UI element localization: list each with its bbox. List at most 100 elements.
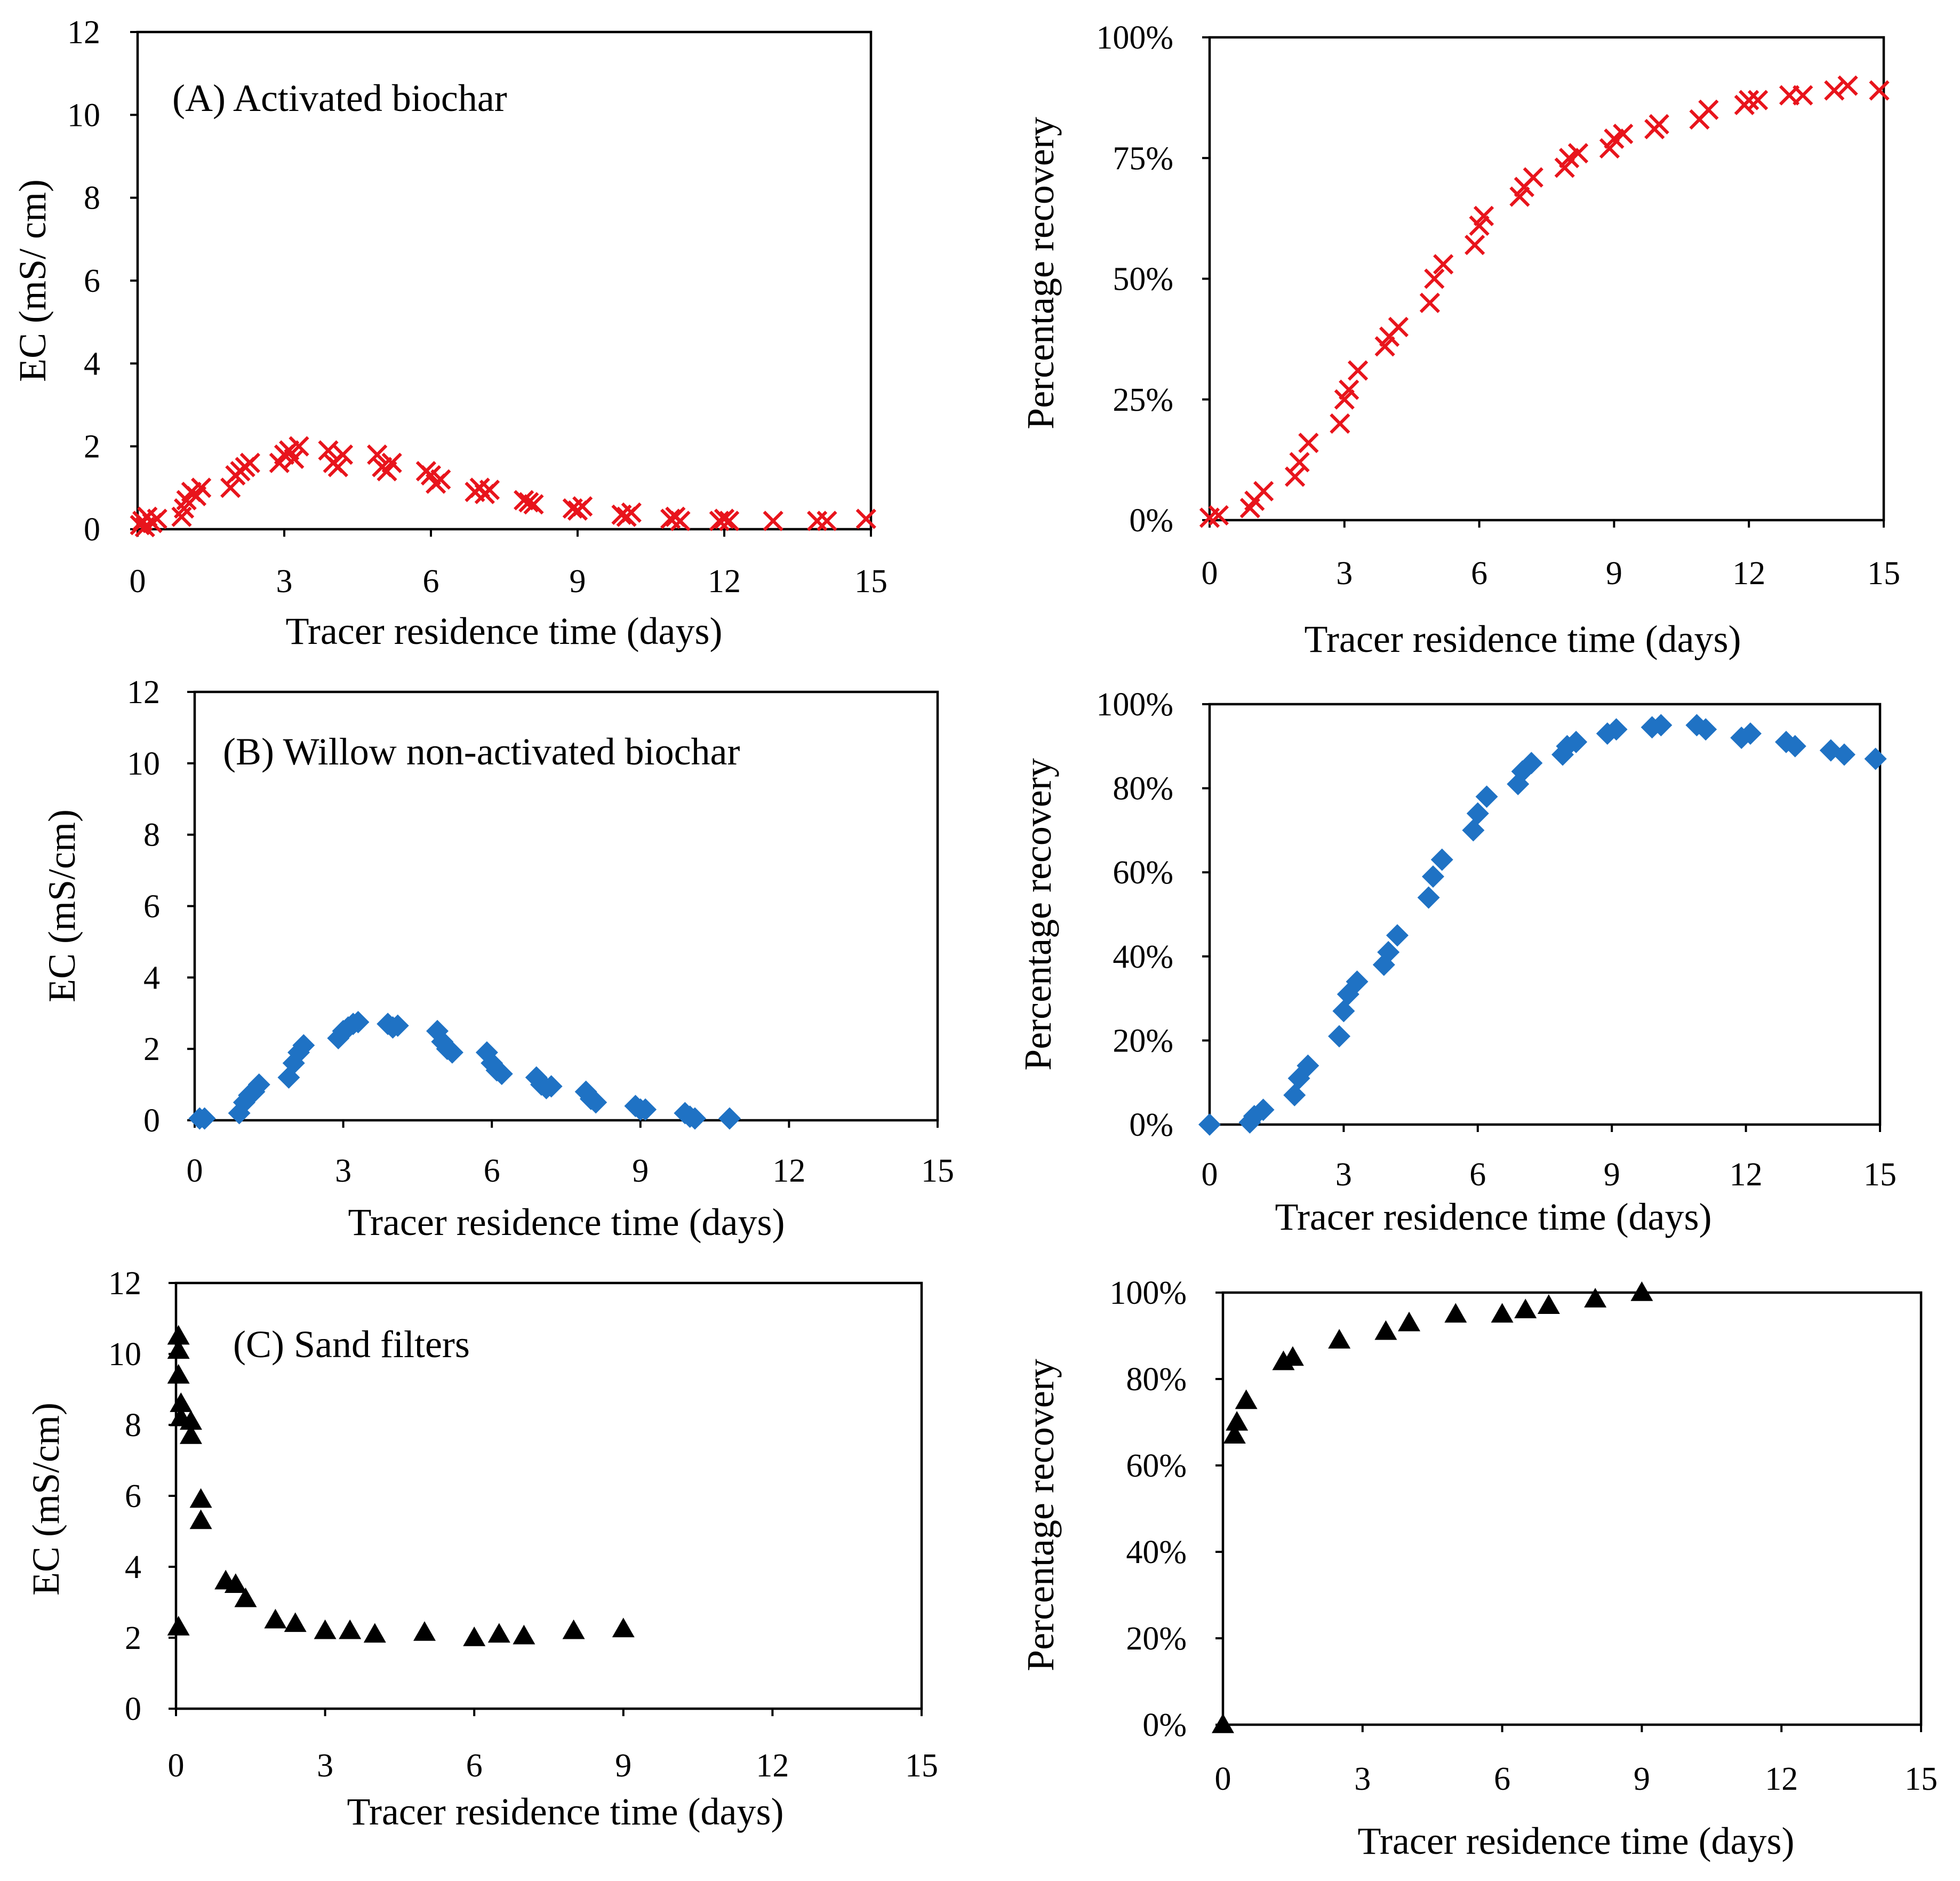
data-point-diamond-icon [1297,1054,1319,1077]
data-point-diamond-icon [193,1107,216,1130]
chart-a-recovery: Tracer residence time (days) Percentage … [1019,20,1900,660]
data-point-x-icon [367,444,388,465]
x-axis-label: Tracer residence time (days) [1305,618,1741,660]
data-point-triangle-icon [167,1364,190,1384]
x-tick-label: 0 [1215,1761,1231,1797]
data-point-x-icon [1433,254,1454,275]
chart-b-recovery: Tracer residence time (days) Percentage … [1017,687,1897,1238]
y-tick-label: 2 [125,1620,141,1656]
x-axis-label: Tracer residence time (days) [348,1201,785,1244]
y-tick-label: 6 [125,1478,141,1515]
y-tick-label: 12 [127,674,160,711]
data-point-triangle-icon [170,1392,193,1412]
x-tick-label: 6 [423,563,439,600]
y-tick-label: 0% [1129,503,1173,539]
x-tick-label: 3 [335,1153,351,1189]
x-tick-label: 12 [772,1153,805,1189]
data-point-triangle-icon [179,1410,202,1430]
data-point-triangle-icon [413,1621,436,1641]
y-axis-label: Percentage recovery [1017,758,1059,1071]
data-point-triangle-icon [1223,1424,1246,1444]
x-tick-label: 3 [1335,1157,1352,1193]
data-point-x-icon [1613,123,1634,145]
x-tick-label: 3 [276,563,293,600]
y-tick-label: 100% [1109,1275,1187,1311]
y-tick-label: 8 [125,1407,141,1444]
y-tick-label: 100% [1096,20,1173,56]
data-point-x-icon [479,480,500,500]
x-tick-label: 12 [1730,1157,1763,1193]
y-tick-label: 0% [1129,1107,1173,1143]
data-point-triangle-icon [189,1488,212,1508]
data-point-x-icon [1339,379,1359,400]
data-point-x-icon [817,511,837,531]
x-tick-label: 9 [1634,1761,1650,1797]
data-point-diamond-icon [1430,848,1453,871]
data-point-triangle-icon [314,1619,337,1639]
data-point-diamond-icon [1466,802,1489,825]
x-tick-label: 6 [1471,555,1487,592]
y-tick-label: 2 [143,1031,160,1067]
x-tick-label: 9 [1604,1157,1620,1193]
chart-c-ec: (C) Sand filters Tracer residence time (… [25,1265,938,1833]
data-point-triangle-icon [1398,1311,1421,1332]
y-tick-label: 60% [1126,1448,1187,1484]
y-ticks: 0% 20% 40% 60% 80% 100% [1096,687,1210,1143]
x-ticks: 0 3 6 9 12 15 [1202,1125,1897,1193]
y-tick-label: 12 [67,14,100,51]
y-axis-label: EC (mS/ cm) [11,179,54,382]
x-axis-label: Tracer residence time (days) [347,1790,784,1833]
data-points [1212,1281,1653,1733]
data-point-x-icon [1523,167,1543,188]
x-tick-label: 15 [854,563,887,600]
data-point-diamond-icon [1605,718,1628,741]
y-ticks: 0 2 4 6 8 10 12 [127,674,195,1139]
data-point-x-icon [523,494,544,515]
chart-c-recovery: Tracer residence time (days) Percentage … [1019,1275,1938,1862]
data-point-x-icon [1698,99,1719,120]
data-point-diamond-icon [1833,743,1855,766]
data-points [1199,75,1890,528]
data-point-triangle-icon [1514,1298,1537,1319]
y-tick-label: 100% [1096,687,1173,723]
data-point-triangle-icon [1491,1303,1514,1323]
data-point-triangle-icon [1444,1303,1467,1323]
data-points [167,1325,635,1646]
x-tick-label: 12 [708,563,741,600]
y-tick-label: 40% [1126,1534,1187,1571]
data-point-x-icon [1465,235,1485,256]
panel-title: (B) Willow non-activated biochar [223,730,740,773]
data-point-triangle-icon [562,1619,585,1639]
y-tick-label: 50% [1113,261,1173,298]
data-point-triangle-icon [1281,1346,1304,1366]
data-point-x-icon [807,511,828,531]
x-tick-label: 9 [615,1748,631,1784]
x-tick-label: 15 [921,1153,954,1189]
data-point-triangle-icon [224,1573,247,1593]
data-point-diamond-icon [1417,886,1440,909]
panel-title: (A) Activated biochar [172,77,507,119]
data-point-triangle-icon [167,1339,190,1359]
data-point-diamond-icon [585,1091,607,1114]
panel-title: (C) Sand filters [233,1323,470,1366]
y-ticks: 0% 25% 50% 75% 100% [1096,20,1210,539]
data-point-diamond-icon [1328,1025,1351,1048]
data-point-triangle-icon [339,1619,362,1639]
data-point-diamond-icon [247,1073,270,1096]
data-point-triangle-icon [179,1424,202,1444]
x-tick-label: 6 [1469,1157,1486,1193]
data-point-triangle-icon [612,1617,635,1638]
y-axis-label: EC (mS/cm) [41,809,83,1002]
data-point-x-icon [220,477,241,498]
y-tick-label: 12 [108,1265,141,1302]
data-point-diamond-icon [1475,785,1498,808]
data-point-x-icon [284,448,305,469]
data-point-triangle-icon [189,1509,212,1529]
data-point-x-icon [1419,292,1441,313]
y-tick-label: 6 [143,889,160,925]
data-point-x-icon [714,508,735,529]
x-tick-label: 9 [1606,555,1622,592]
data-point-diamond-icon [634,1098,657,1121]
x-tick-label: 15 [1867,555,1900,592]
